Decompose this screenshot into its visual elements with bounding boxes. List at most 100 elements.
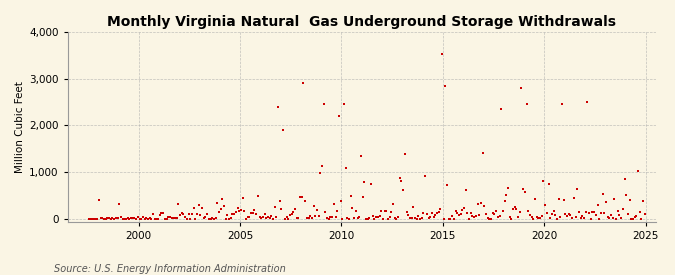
Point [356,153,367,158]
Point [144,215,155,220]
Point [87,217,98,222]
Point [468,215,479,219]
Point [298,81,309,86]
Point [460,188,471,192]
Point [605,213,616,217]
Point [500,199,510,203]
Point [285,213,296,217]
Point [472,202,483,207]
Point [132,215,143,219]
Point [384,215,395,220]
Point [155,213,165,218]
Point [369,216,380,221]
Point [313,214,324,218]
Point [200,214,211,219]
Point [158,210,169,215]
Point [462,211,472,216]
Point [484,216,495,221]
Point [438,217,449,221]
Point [526,214,537,219]
Point [354,215,364,219]
Point [210,216,221,221]
Point [541,210,552,215]
Point [616,216,626,221]
Point [325,215,336,220]
Point [300,199,310,203]
Point [376,209,387,213]
Point [567,216,578,220]
Point [234,209,244,213]
Point [501,193,512,197]
Point [239,209,250,213]
Point [557,102,568,106]
Point [220,217,231,221]
Point [117,217,128,221]
Point [454,213,464,218]
Point [430,213,441,217]
Point [528,216,539,221]
Point [312,208,323,212]
Point [485,217,496,221]
Point [101,217,111,221]
Point [578,215,589,220]
Point [391,217,402,221]
Point [227,212,238,216]
Point [582,100,593,104]
Point [141,216,152,221]
Point [163,214,173,219]
Point [599,210,610,215]
Point [247,211,258,215]
Point [506,216,517,221]
Point [232,205,243,210]
Point [136,217,146,221]
Point [381,208,392,213]
Point [408,205,418,209]
Point [190,216,200,221]
Point [608,216,618,220]
Point [433,210,444,214]
Point [531,215,542,219]
Point [634,210,645,214]
Point [441,183,452,188]
Point [237,196,248,200]
Point [88,217,99,222]
Point [440,83,451,88]
Point [470,214,481,219]
Point [266,214,277,219]
Point [180,215,190,219]
Point [131,217,142,221]
Point [263,214,273,219]
Point [560,212,571,216]
Point [219,204,230,208]
Point [339,102,350,106]
Point [178,212,189,216]
Point [465,211,476,215]
Point [564,211,574,216]
Point [611,217,622,221]
Point [585,217,596,221]
Point [146,217,157,221]
Point [450,209,461,213]
Point [119,217,130,221]
Point [555,215,566,219]
Point [618,207,628,211]
Point [626,217,637,221]
Point [305,213,316,218]
Point [404,216,415,221]
Point [156,211,167,215]
Point [570,214,581,219]
Point [249,208,260,212]
Point [271,214,282,219]
Point [518,186,529,191]
Point [535,216,545,220]
Point [126,216,136,221]
Point [457,208,468,213]
Point [406,216,417,221]
Point [383,217,394,221]
Point [638,199,649,203]
Point [403,212,414,217]
Point [269,205,280,209]
Point [423,215,434,220]
Point [148,212,159,216]
Point [543,182,554,187]
